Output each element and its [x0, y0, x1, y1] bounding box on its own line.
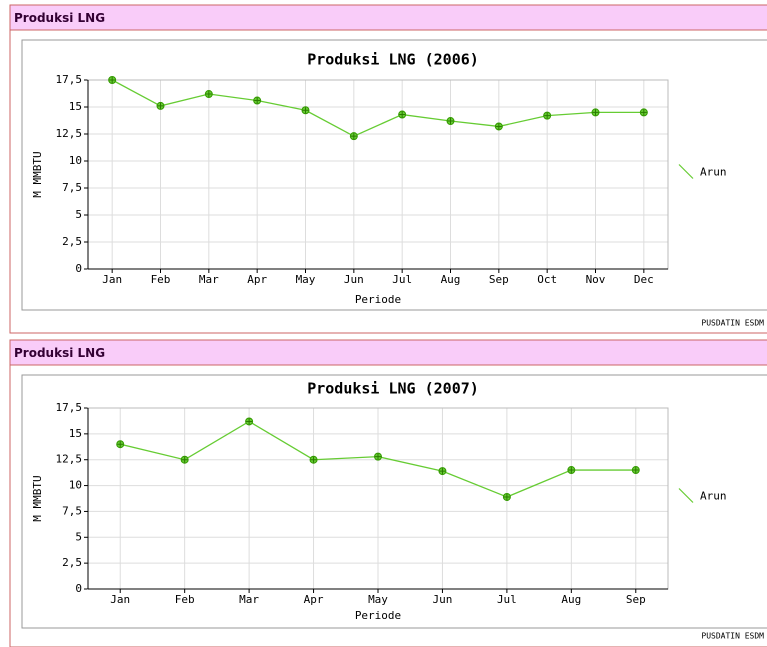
point-cross	[399, 111, 406, 118]
x-axis-label: Periode	[355, 609, 401, 622]
x-tick-label: Dec	[634, 273, 654, 286]
data-point	[245, 417, 254, 426]
data-point	[349, 132, 358, 141]
legend-swatch	[678, 164, 694, 179]
point-cross	[447, 118, 454, 125]
y-axis-label: M MMBTU	[31, 151, 44, 197]
x-tick-label: Aug	[561, 593, 581, 606]
x-tick-label: Nov	[586, 273, 606, 286]
point-cross	[350, 133, 357, 140]
y-tick-label: 12,5	[56, 453, 83, 466]
y-tick-label: 5	[75, 530, 82, 543]
x-tick-label: Aug	[441, 273, 461, 286]
data-point	[438, 467, 447, 476]
y-tick-label: 7,5	[62, 181, 82, 194]
x-tick-label: Feb	[151, 273, 171, 286]
x-tick-label: Apr	[304, 593, 324, 606]
y-tick-label: 0	[75, 262, 82, 275]
x-tick-label: Jul	[392, 273, 412, 286]
point-cross	[109, 77, 116, 83]
panel-footer: PUSDATIN ESDM	[701, 319, 764, 328]
panel-header	[9, 339, 767, 366]
y-tick-label: 7,5	[62, 504, 82, 517]
legend-swatch	[678, 488, 694, 503]
x-tick-label: Apr	[247, 273, 267, 286]
data-point	[204, 90, 213, 99]
point-cross	[640, 109, 647, 116]
chart-box	[21, 39, 767, 311]
point-cross	[568, 467, 575, 474]
point-cross	[544, 112, 551, 119]
point-cross	[439, 468, 446, 475]
data-point	[446, 117, 455, 126]
data-point	[374, 452, 382, 461]
x-tick-label: Mar	[199, 273, 219, 286]
data-point	[301, 106, 310, 115]
data-point	[502, 492, 511, 501]
point-cross	[310, 456, 317, 463]
x-tick-label: Jul	[497, 593, 517, 606]
series-line	[111, 79, 644, 137]
y-axis-label: M MMBTU	[31, 475, 44, 521]
x-tick-label: May	[368, 593, 388, 606]
y-tick-label: 17,5	[56, 73, 83, 86]
data-point	[180, 455, 189, 464]
data-point	[591, 108, 600, 117]
y-tick-label: 2,5	[62, 235, 82, 248]
data-point	[494, 122, 503, 131]
panel-header	[9, 4, 767, 31]
data-point	[253, 96, 262, 105]
panel-title: Produksi LNG	[14, 11, 105, 25]
x-tick-label: Jun	[344, 273, 364, 286]
data-point	[116, 440, 125, 449]
point-cross	[181, 456, 188, 463]
data-point	[567, 466, 576, 475]
y-tick-label: 15	[69, 427, 82, 440]
panel-title: Produksi LNG	[14, 346, 105, 360]
x-axis-label: Periode	[355, 293, 401, 306]
point-cross	[495, 123, 502, 130]
x-tick-label: Oct	[537, 273, 557, 286]
data-point	[398, 110, 407, 119]
x-tick-label: Feb	[175, 593, 195, 606]
y-tick-label: 0	[75, 582, 82, 595]
x-tick-label: Jan	[110, 593, 130, 606]
data-point	[639, 108, 648, 117]
y-tick-label: 10	[69, 154, 82, 167]
data-point	[543, 111, 552, 120]
data-point	[156, 101, 165, 110]
point-cross	[302, 107, 309, 114]
x-tick-label: Jan	[102, 273, 122, 286]
legend-label: Arun	[700, 490, 727, 503]
y-tick-label: 12,5	[56, 127, 83, 140]
x-tick-label: Jun	[433, 593, 453, 606]
chart-box	[21, 374, 767, 629]
y-tick-label: 5	[75, 208, 82, 221]
x-tick-label: Sep	[626, 593, 646, 606]
data-point	[309, 455, 318, 464]
chart-title: Produksi LNG (2007)	[307, 380, 479, 398]
y-tick-label: 15	[69, 100, 82, 113]
data-point	[108, 76, 117, 84]
point-cross	[117, 441, 124, 448]
point-cross	[246, 418, 253, 425]
point-cross	[205, 91, 212, 98]
legend-label: Arun	[700, 166, 727, 179]
y-tick-label: 2,5	[62, 556, 82, 569]
data-point	[631, 466, 640, 475]
x-tick-label: Mar	[239, 593, 259, 606]
x-tick-label: May	[296, 273, 316, 286]
point-cross	[254, 97, 261, 104]
point-cross	[157, 102, 164, 109]
point-cross	[632, 467, 639, 474]
panel-footer: PUSDATIN ESDM	[701, 632, 764, 641]
x-tick-label: Sep	[489, 273, 509, 286]
point-cross	[375, 453, 381, 460]
point-cross	[592, 109, 599, 116]
y-tick-label: 17,5	[56, 401, 83, 414]
chart-title: Produksi LNG (2006)	[307, 51, 479, 69]
point-cross	[503, 493, 510, 500]
y-tick-label: 10	[69, 479, 82, 492]
